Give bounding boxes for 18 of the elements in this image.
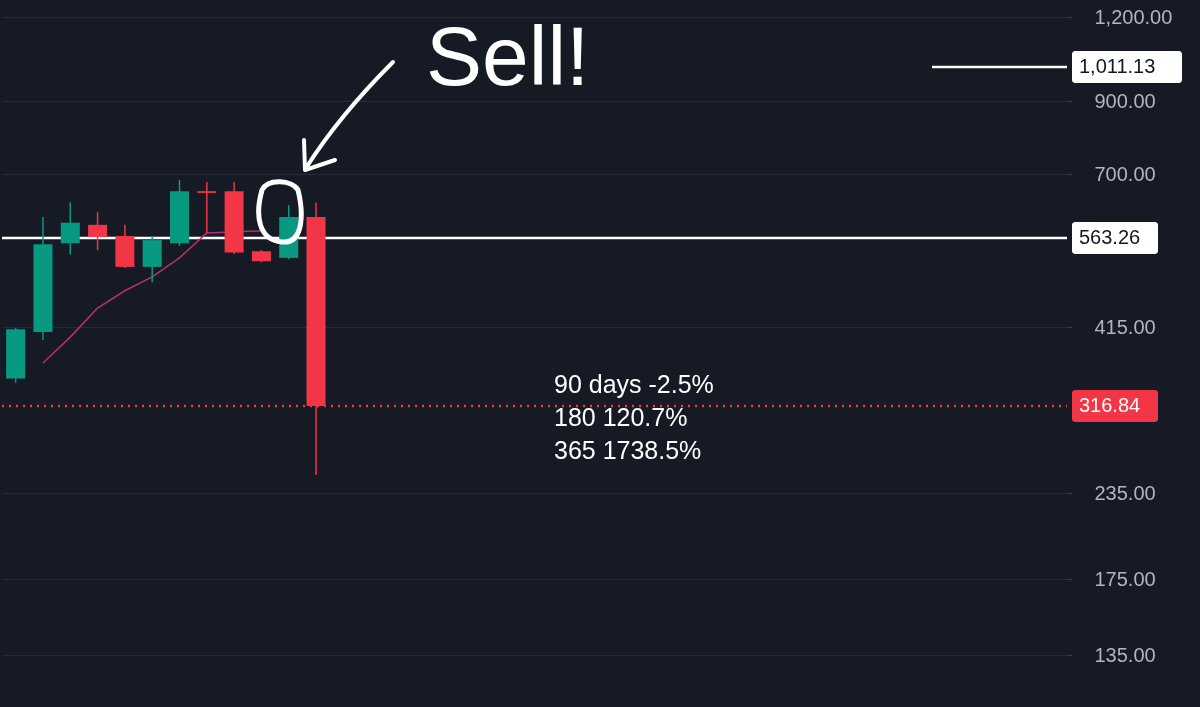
ref-line-label: 1,011.13 xyxy=(1079,55,1156,78)
y-tick-label: 135.00 xyxy=(1094,643,1156,666)
annotation: 365 1738.5% xyxy=(554,436,702,464)
ref-line-label: 563.26 xyxy=(1079,225,1141,248)
candlestick xyxy=(197,181,217,234)
line-series xyxy=(42,230,263,364)
y-tick-label: 415.00 xyxy=(1094,315,1156,338)
ref-line-label: 316.84 xyxy=(1079,393,1141,416)
y-tick-label: 900.00 xyxy=(1094,89,1156,112)
y-tick-label: 235.00 xyxy=(1094,481,1156,504)
y-tick-label: 1,200.00 xyxy=(1094,5,1173,28)
annotation: 90 days -2.5% xyxy=(554,370,714,398)
y-tick-label: 175.00 xyxy=(1094,567,1156,590)
candlestick xyxy=(88,211,108,251)
y-tick-label: 700.00 xyxy=(1094,162,1156,185)
annotation: 180 120.7% xyxy=(554,403,688,431)
annotation: Sell! xyxy=(426,9,590,103)
candlestick xyxy=(60,201,80,256)
